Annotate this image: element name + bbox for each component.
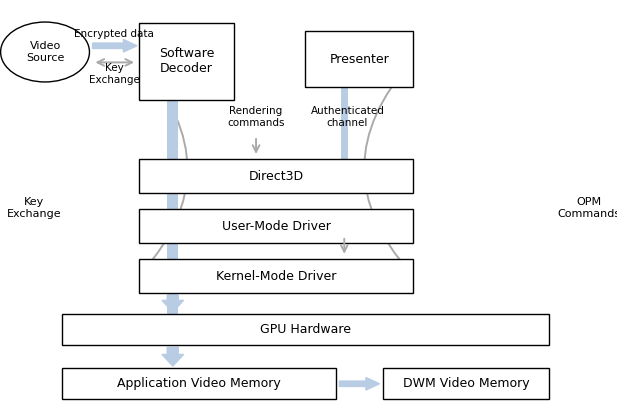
- Text: Video
Source: Video Source: [26, 41, 64, 63]
- Text: Kernel-Mode Driver: Kernel-Mode Driver: [216, 270, 336, 282]
- Text: User-Mode Driver: User-Mode Driver: [222, 220, 331, 233]
- Bar: [167, 100, 178, 314]
- Text: Authenticated
channel: Authenticated channel: [310, 106, 384, 128]
- Text: GPU Hardware: GPU Hardware: [260, 323, 351, 336]
- Bar: [305, 31, 413, 87]
- Bar: [139, 159, 413, 193]
- FancyArrowPatch shape: [364, 61, 412, 272]
- Text: Presenter: Presenter: [329, 53, 389, 66]
- Text: Software
Decoder: Software Decoder: [159, 47, 214, 75]
- Bar: [62, 368, 336, 399]
- FancyArrow shape: [339, 378, 379, 390]
- Bar: [383, 368, 549, 399]
- Text: DWM Video Memory: DWM Video Memory: [402, 377, 529, 390]
- FancyArrow shape: [162, 347, 184, 366]
- Text: Encrypted data: Encrypted data: [74, 29, 154, 39]
- Bar: [139, 209, 413, 243]
- FancyArrowPatch shape: [141, 63, 188, 272]
- Bar: [62, 314, 549, 345]
- FancyArrow shape: [162, 295, 184, 312]
- Text: Direct3D: Direct3D: [249, 170, 304, 183]
- Text: Application Video Memory: Application Video Memory: [117, 377, 281, 390]
- Bar: [341, 87, 348, 193]
- Text: Key
Exchange: Key Exchange: [89, 63, 139, 85]
- FancyArrow shape: [93, 40, 137, 52]
- Text: Rendering
commands: Rendering commands: [227, 106, 285, 128]
- Text: Key
Exchange: Key Exchange: [7, 197, 61, 219]
- Bar: [139, 23, 234, 100]
- Circle shape: [1, 22, 89, 82]
- Text: OPM
Commands: OPM Commands: [558, 197, 617, 219]
- Bar: [139, 259, 413, 293]
